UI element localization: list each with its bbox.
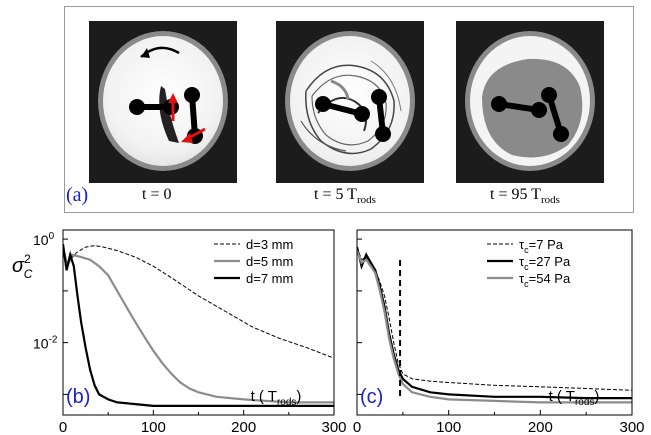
snapshot-frame (64, 6, 634, 213)
x-tick-label-b-2: 200 (231, 419, 256, 435)
snapshot-t5 (276, 21, 424, 183)
legend-label-c-0: τc=7 Pa (519, 237, 564, 255)
x-axis-label-b: t ( Trods) (251, 388, 302, 408)
snapshot-t95 (456, 21, 604, 183)
y-axis-label-b: σ2 C (12, 252, 33, 281)
axes-box-b (62, 229, 335, 416)
panel-a-label: (a) (66, 184, 89, 206)
x-tick-label-b-1: 100 (141, 419, 166, 435)
legend-label-b-1: d=5 mm (246, 254, 293, 269)
axes-box-c (356, 229, 633, 416)
snapshot-caption-2: t = 95 Trods (490, 186, 560, 207)
series-line-c-2 (357, 250, 632, 404)
snapshot-caption-1: t = 5 Trods (314, 186, 376, 207)
legend-label-c-2: τc=54 Pa (519, 271, 571, 289)
x-tick-label-c-2: 200 (528, 419, 553, 435)
series-line-b-0 (63, 245, 334, 359)
series-line-c-1 (357, 246, 632, 400)
mixed-fluid-icon (482, 58, 583, 158)
y-tick-label-b-1: 10-2 (33, 335, 58, 352)
panel-label-c: (c) (360, 386, 383, 408)
x-tick-label-b-3: 300 (321, 419, 346, 435)
legend-label-c-1: τc=27 Pa (519, 254, 571, 272)
x-tick-label-c-3: 300 (619, 419, 644, 435)
rods-icon (129, 46, 206, 144)
x-tick-label-c-0: 0 (353, 419, 361, 435)
snapshot-t0 (89, 21, 237, 183)
legend-label-b-2: d=7 mm (246, 271, 293, 286)
series-line-b-1 (63, 246, 334, 404)
x-tick-label-c-1: 100 (436, 419, 461, 435)
legend-label-b-0: d=3 mm (246, 237, 293, 252)
x-tick-label-b-0: 0 (59, 419, 67, 435)
snapshot-caption-0: t = 0 (142, 186, 172, 203)
x-axis-label-c: t ( Trods) (549, 388, 600, 408)
y-tick-label-b-0: 100 (33, 231, 55, 248)
series-line-b-2 (63, 243, 334, 407)
mixing-pattern-icon (300, 60, 402, 155)
panel-label-b: (b) (66, 386, 90, 408)
